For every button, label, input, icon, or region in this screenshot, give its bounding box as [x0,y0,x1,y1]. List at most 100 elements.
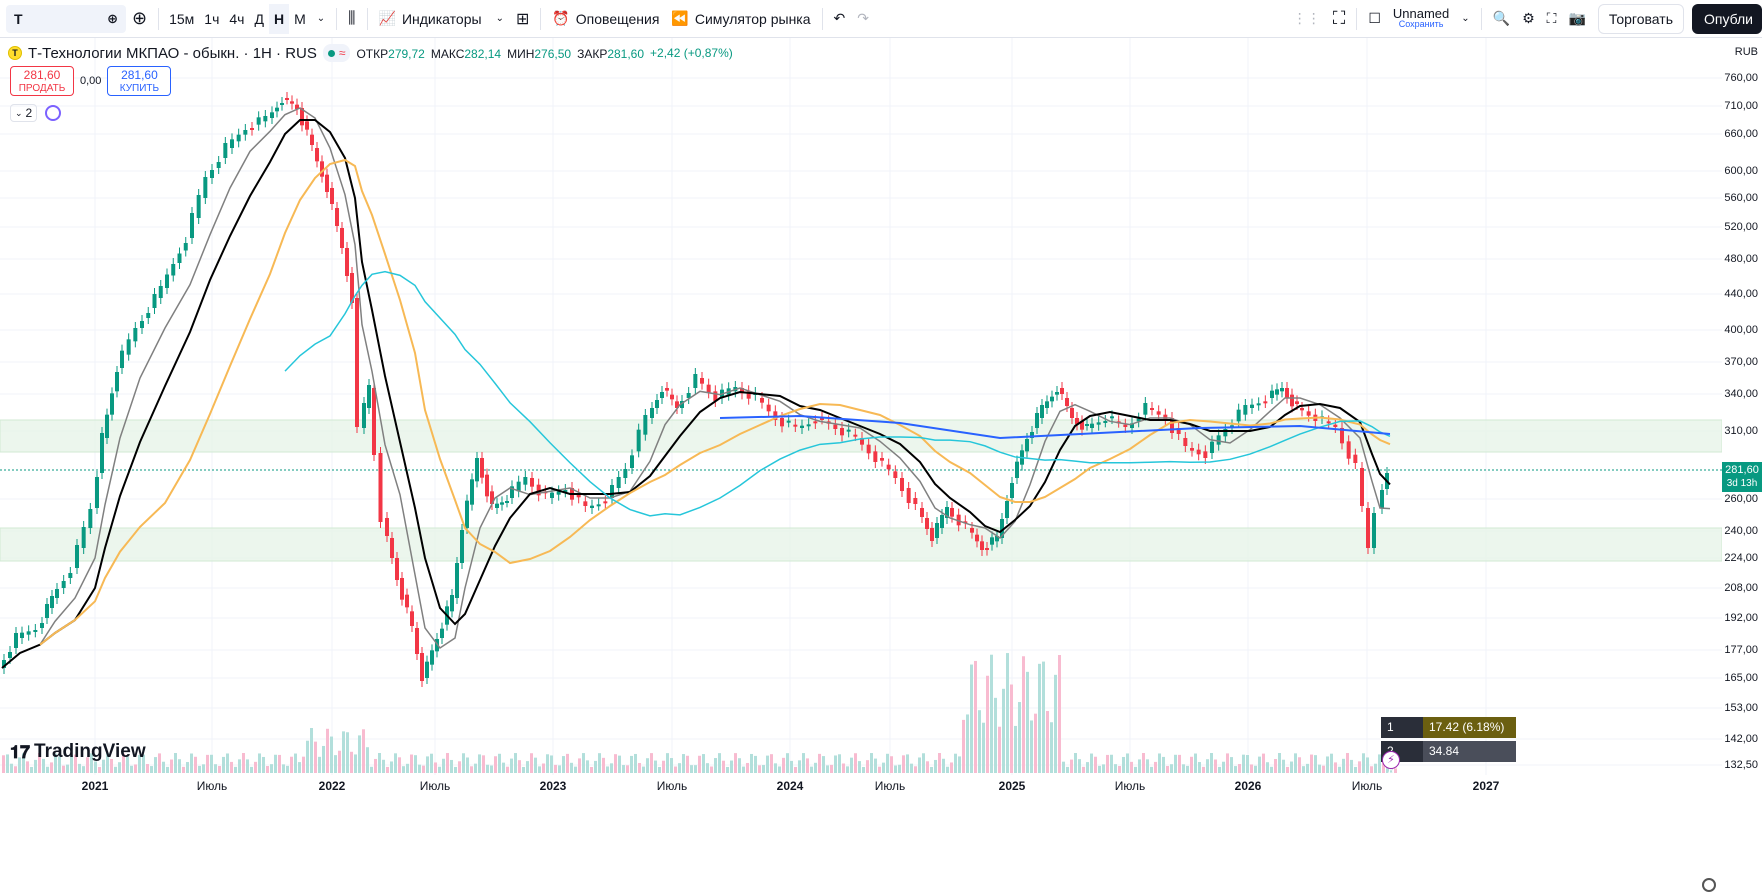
volume-bar [746,762,749,773]
volume-bar [1282,759,1285,773]
candle-body [81,527,86,548]
candle-body [1176,428,1181,434]
candle-body [1216,435,1221,445]
layout-menu[interactable]: Unnamed Сохранить [1387,4,1455,34]
candle-body [1243,405,1248,415]
volume-bar [62,765,65,773]
volume-bar [1018,702,1021,773]
fullscreen-icon[interactable]: ⛶ [1546,10,1557,26]
redo-icon[interactable]: ↷ [857,10,869,26]
currency-label[interactable]: RUB [1734,46,1758,58]
refresh-icon[interactable] [45,105,62,121]
camera-icon[interactable]: 📷 [1568,10,1586,26]
volume-bar [434,762,437,773]
volume-bar [58,756,61,773]
replay-button[interactable]: ⏪ Симулятор рынка [665,4,816,34]
chart-area[interactable]: T Т-Технологии МКПАО - обыкн. · 1Н · RUS… [0,38,1762,896]
indicators-toggle[interactable]: ⌄ 2 [10,104,38,122]
tf-15m[interactable]: 15м [169,10,195,27]
volume-bar [962,719,965,773]
drag-handle-icon[interactable]: ⋮⋮ [1292,10,1321,26]
indicators-button[interactable]: 📈 Индикаторы ⌄ [373,4,510,34]
close-value: 281,60 [607,46,645,61]
alerts-button[interactable]: ⏰ Оповещения [546,4,665,34]
volume-bar [1158,753,1161,773]
top-toolbar: T ⊕ ⊕ 15м 1ч 4ч Д Н М ⌄ ⫼ 📈 Индикаторы ⌄… [0,0,1762,38]
quick-search-icon[interactable]: 🔍 [1492,10,1511,26]
time-axis[interactable]: 2021 Июль 2022 Июль 2023 Июль 2024 Июль 2025 Июль… [0,775,1722,896]
volume-bar [1146,759,1149,773]
candle-body [1065,398,1069,406]
current-price: 281,60 [1725,464,1759,476]
candle-body [300,108,304,126]
add-symbol-icon[interactable]: ⊕ [132,8,148,28]
volume-bar [66,764,69,773]
volume-bar [190,753,193,773]
volume-bar [626,765,629,773]
tradingview-logo[interactable]: 𝟏𝟕 TradingView [10,741,146,763]
volume-bar [130,765,133,773]
volume-bar [1358,761,1361,773]
layout-checkbox[interactable]: ☐ [1368,10,1381,26]
volume-bar [118,762,121,773]
volume-bar [198,765,201,773]
volume-bar [214,764,217,773]
tf-4h[interactable]: 4ч [229,10,245,27]
volume-bar [338,750,341,773]
volume-bar [1342,758,1345,773]
volume-bar [1226,753,1229,773]
volume-bar [494,756,497,773]
volume-bar [1022,656,1025,773]
settings-icon[interactable]: ⚙ [1522,10,1535,26]
chevron-down-icon[interactable]: ⌄ [316,13,326,24]
candle-body [616,477,621,488]
volume-bar [1186,765,1189,773]
candle-body [576,494,581,498]
tf-day[interactable]: Д [254,10,264,27]
market-status[interactable]: ≈ [322,44,351,62]
axis-settings-icon[interactable] [1702,878,1716,892]
buy-button[interactable]: 281,60 КУПИТЬ [107,66,172,96]
fullscreen-select-icon[interactable]: ⛶ [1332,8,1346,28]
layout-name: Unnamed [1392,5,1450,21]
undo-icon[interactable]: ↶ [833,10,846,26]
volume-bar [486,764,489,773]
volume-bar [1198,762,1201,773]
publish-button[interactable]: Опубли [1692,3,1762,34]
time-tick: 2026 [1234,779,1262,793]
volume-bar [382,759,385,773]
bolt-icon[interactable]: ⚡ [1382,751,1400,769]
volume-bar [958,756,961,773]
chevron-down-icon[interactable]: ⌄ [1461,13,1470,24]
price-tick: 340,00 [1724,388,1758,400]
atr-label: 1 ATR [1381,717,1423,755]
price-tick: 600,00 [1724,165,1758,177]
price-chart[interactable] [0,38,1722,775]
price-axis[interactable]: RUB 760,00 710,00 660,00 600,00 560,00 520,00… [1722,38,1762,896]
candle-body [670,394,674,400]
volume-bar [1042,661,1045,773]
replay-label: Симулятор рынка [694,10,811,27]
volume-bar [938,753,941,773]
compare-icon[interactable]: ⊕ [107,10,118,26]
sell-button[interactable]: 281,60 ПРОДАТЬ [10,66,74,96]
tf-week[interactable]: Н [268,3,290,34]
symbol-title[interactable]: Т-Технологии МКПАО - обыкн. · 1Н · RUS [28,44,317,62]
volume-bar [30,766,33,773]
candle-body [495,503,499,508]
trade-button[interactable]: Торговать [1597,3,1684,34]
templates-icon[interactable]: ⊞ [515,10,530,28]
candle-body [1085,424,1089,426]
tf-month[interactable]: М [294,10,306,27]
volume-bar [258,753,261,773]
candle-body [140,321,144,328]
candle-body [45,604,49,618]
candles-icon[interactable]: ⫼ [348,9,356,27]
tf-1h[interactable]: 1ч [204,10,220,27]
volume-bar [290,756,293,773]
candle-body [183,243,188,251]
volume-bar [826,765,829,773]
candle-body [250,128,254,130]
symbol-search[interactable]: T ⊕ [6,4,126,33]
candle-body [813,421,818,424]
